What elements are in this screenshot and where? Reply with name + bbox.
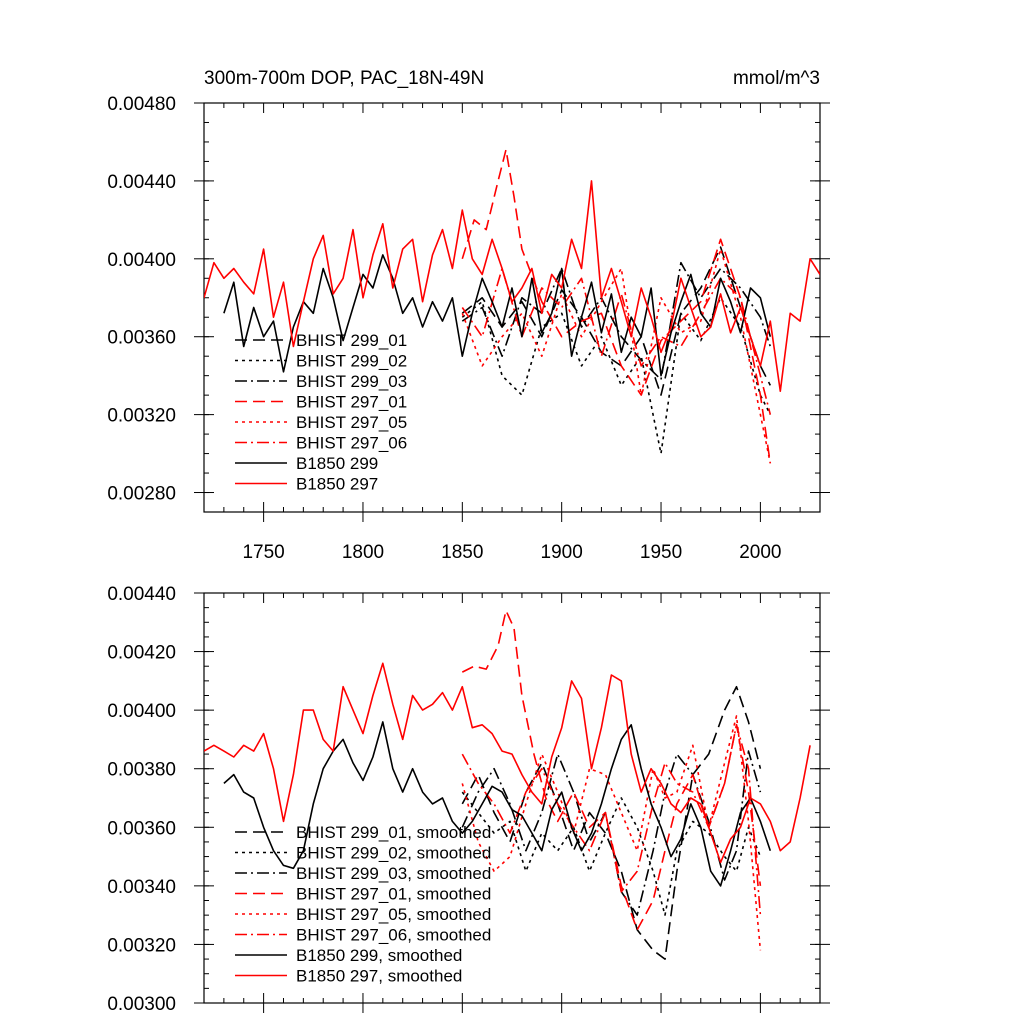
series-line-bhist-299-01-smoothed	[461, 685, 762, 960]
x-tick-label: 1800	[342, 542, 384, 563]
series-line-bhist-297-01-smoothed	[461, 609, 762, 931]
x-tick-label: 1900	[541, 542, 583, 563]
x-tick-label: 1750	[242, 542, 284, 563]
series-line-bhist-297-06-smoothed	[461, 723, 762, 916]
legend-label: BHIST 299_01, smoothed	[296, 823, 491, 842]
legend-label: BHIST 297_06	[296, 434, 407, 453]
legend-label: BHIST 297_05	[296, 413, 407, 432]
y-tick-label: 0.00400	[107, 250, 176, 271]
legend-label: BHIST 299_01	[296, 331, 407, 350]
series-group	[204, 609, 811, 960]
series-line-b1850-297-smoothed	[204, 662, 811, 864]
y-tick-label: 0.00340	[107, 877, 176, 898]
y-tick-label: 0.00380	[107, 760, 176, 781]
series-group	[204, 148, 820, 464]
legend-label: BHIST 299_02, smoothed	[296, 844, 491, 863]
units-label: mmol/m^3	[733, 68, 820, 89]
plot-frame	[203, 102, 821, 513]
legend-label: BHIST 297_01	[296, 393, 407, 412]
x-tick-label: 1850	[441, 542, 483, 563]
y-tick-label: 0.00360	[107, 818, 176, 839]
series-line-bhist-297-05-smoothed	[461, 715, 762, 951]
y-tick-label: 0.00280	[107, 484, 176, 505]
series-line-b1850-297	[204, 180, 820, 393]
legend-label: BHIST 297_01, smoothed	[296, 885, 491, 904]
y-tick-label: 0.00320	[107, 406, 176, 427]
y-tick-label: 0.00320	[107, 935, 176, 956]
legend-label: BHIST 297_06, smoothed	[296, 926, 491, 945]
series-line-bhist-299-02-smoothed	[461, 791, 762, 916]
bottom-panel: 0.00300 0.00320 0.00340 0.00360 0.00380 0.004…	[107, 584, 830, 1015]
legend-label: BHIST 299_02	[296, 352, 407, 371]
legend-label: BHIST 297_05, smoothed	[296, 905, 491, 924]
series-line-bhist-299-02	[461, 296, 772, 455]
legend-label: B1850 299	[296, 454, 378, 473]
series-line-b1850-299	[223, 254, 772, 377]
y-tick-label: 0.00440	[107, 172, 176, 193]
y-tick-label: 0.00440	[107, 584, 176, 605]
series-line-bhist-297-05	[461, 248, 772, 464]
series-line-bhist-299-03	[461, 261, 772, 381]
y-tick-label: 0.00360	[107, 328, 176, 349]
legend: BHIST 299_01, smoothed BHIST 299_02, smoo…	[235, 823, 491, 986]
x-tick-label: 1950	[640, 542, 682, 563]
y-tick-label: 0.00420	[107, 643, 176, 664]
chart-title: 300m-700m DOP, PAC_18N-49N	[204, 68, 484, 89]
x-tick-label: 2000	[739, 542, 781, 563]
legend-label: B1850 299, smoothed	[296, 946, 462, 965]
legend-label: BHIST 299_03	[296, 372, 407, 391]
legend-label: BHIST 299_03, smoothed	[296, 864, 491, 883]
y-tick-label: 0.00400	[107, 701, 176, 722]
legend-label: B1850 297, smoothed	[296, 967, 462, 986]
y-tick-label: 0.00480	[107, 94, 176, 115]
series-line-b1850-299-smoothed	[223, 721, 772, 887]
y-tick-label: 0.00300	[107, 994, 176, 1015]
legend-label: B1850 297	[296, 475, 378, 494]
top-panel: 1750 1800 1850 1900 1950 2000 0.00280 0.00320 0.…	[107, 68, 830, 563]
